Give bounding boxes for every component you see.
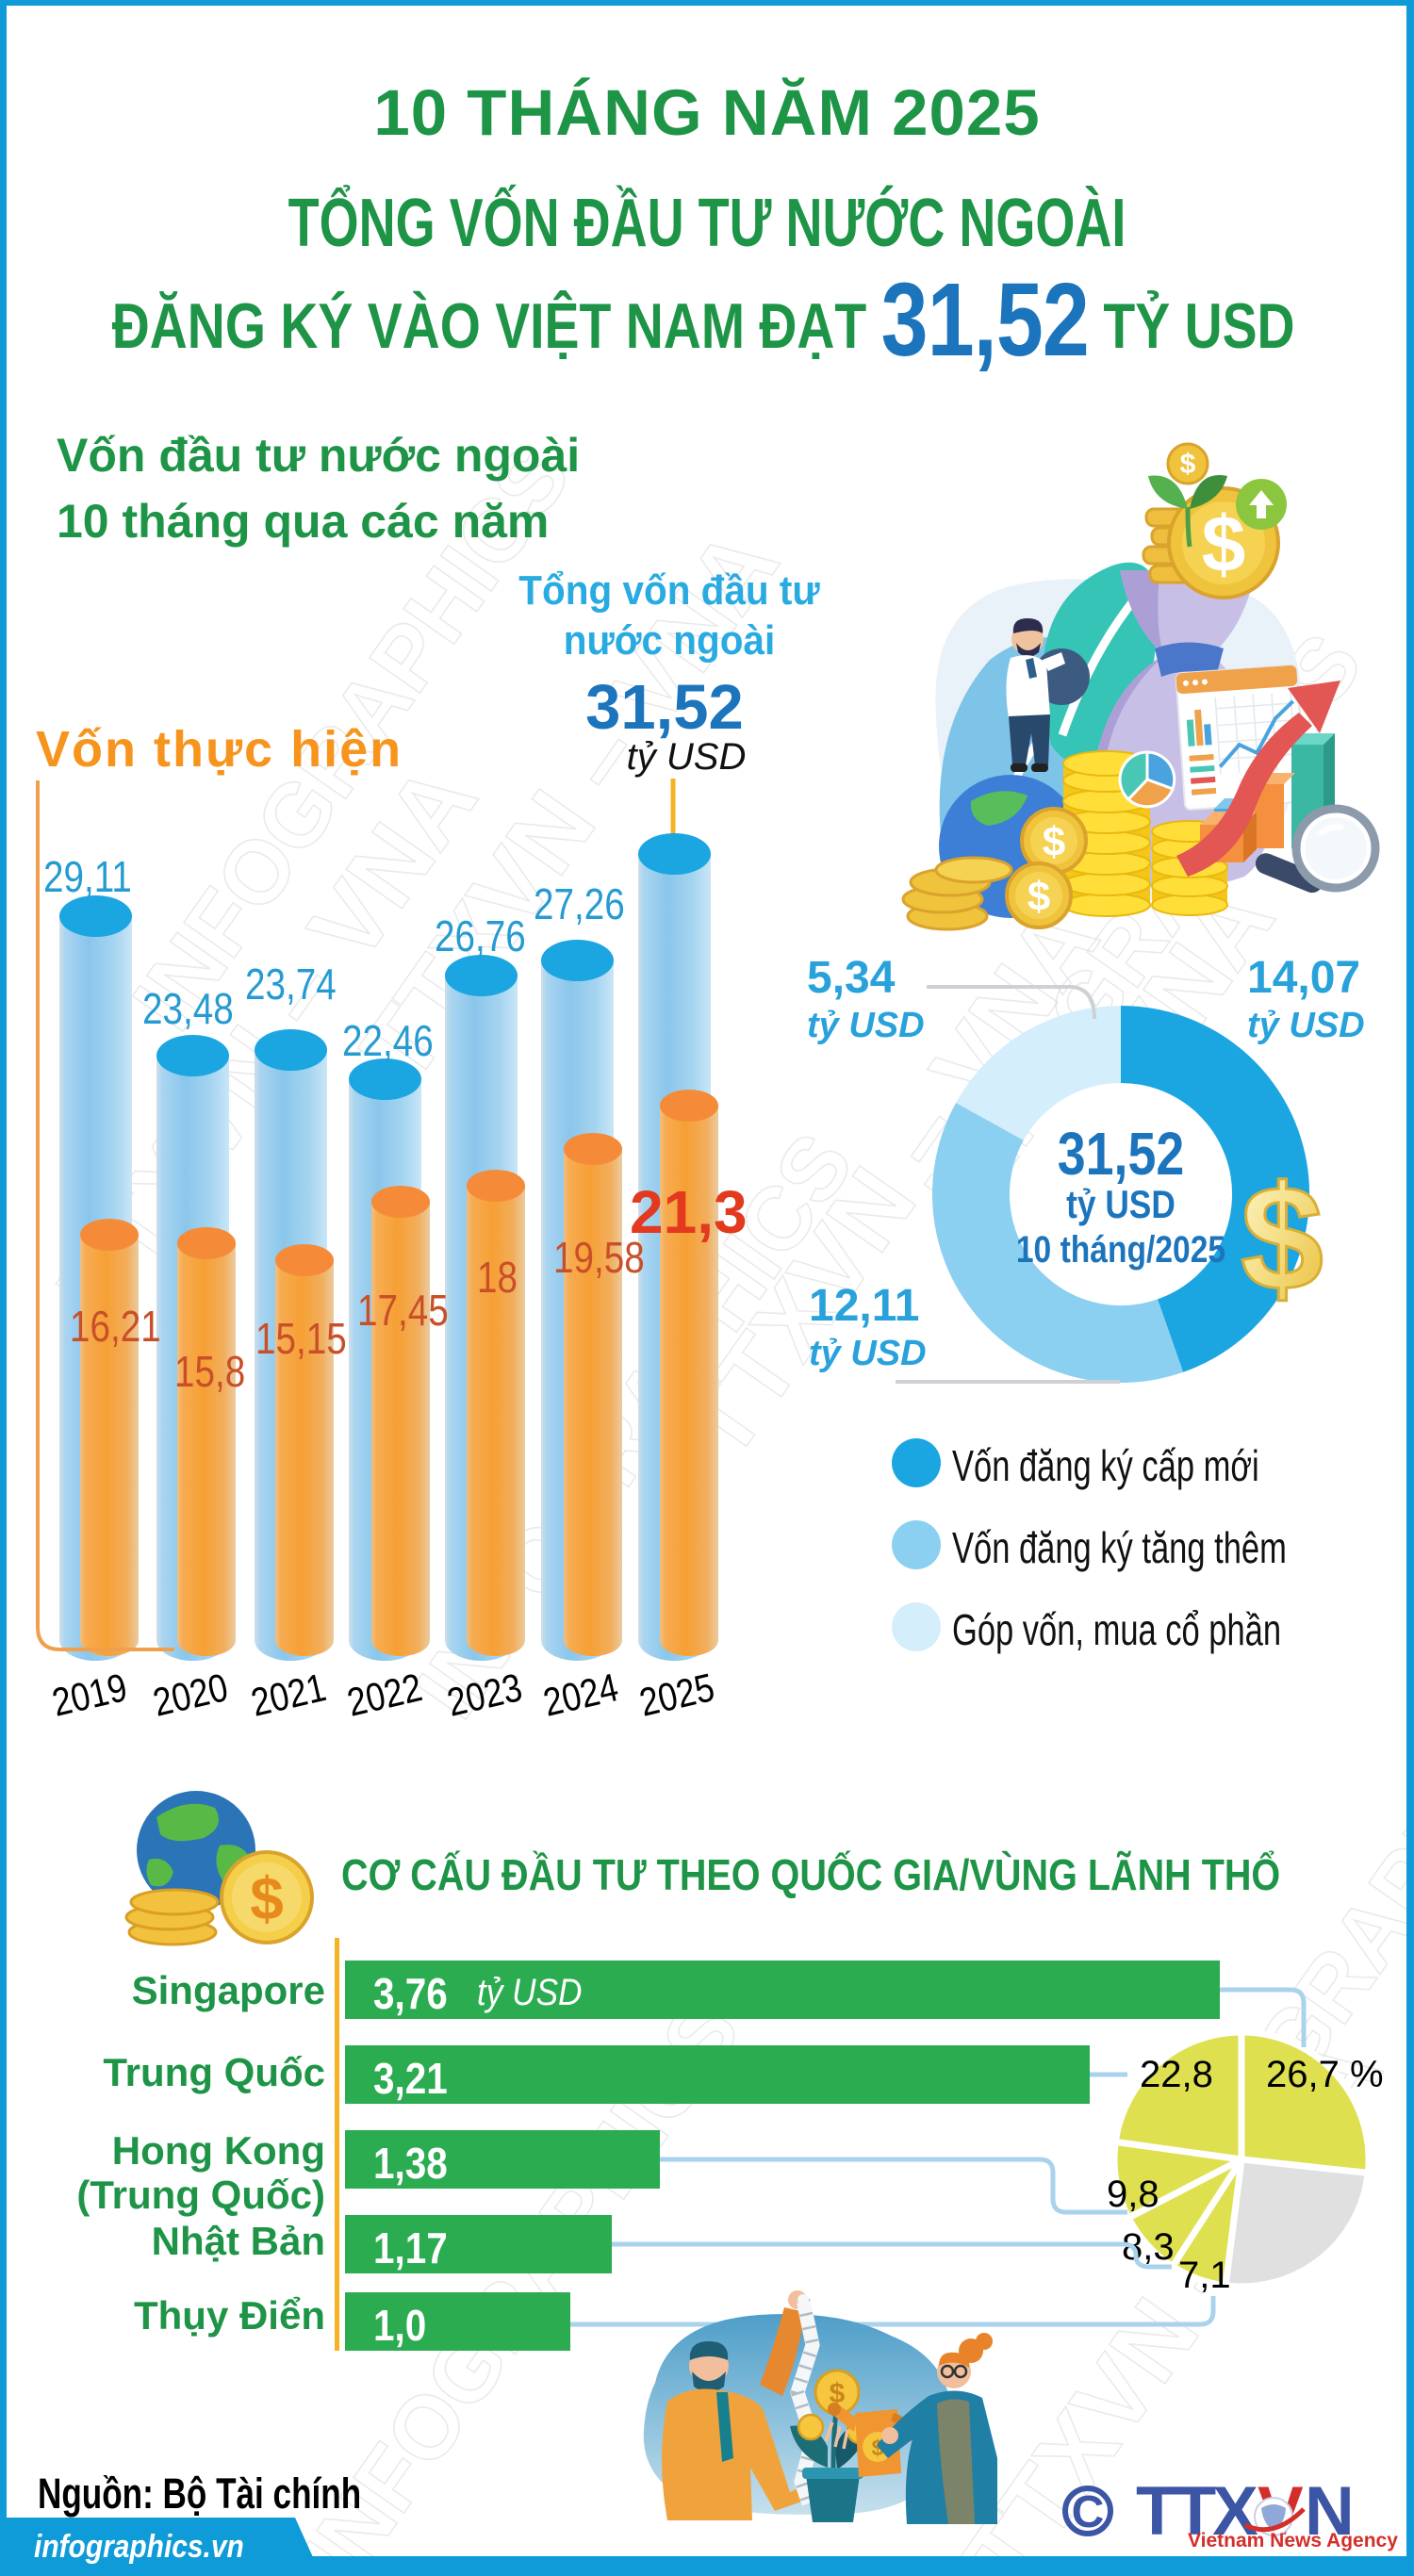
svg-text:$: $ [1241,1169,1324,1320]
svg-text:$: $ [250,1864,284,1932]
svg-text:N: N [1305,2473,1351,2550]
svg-text:TTX: TTX [1136,2473,1258,2550]
svg-text:$: $ [1180,449,1196,480]
svg-text:$: $ [1043,819,1065,865]
svg-text:C: C [1072,2487,1105,2537]
svg-text:$: $ [830,2378,846,2409]
svg-text:$: $ [1028,874,1050,920]
svg-text:Vietnam News Agency: Vietnam News Agency [1188,2530,1398,2551]
